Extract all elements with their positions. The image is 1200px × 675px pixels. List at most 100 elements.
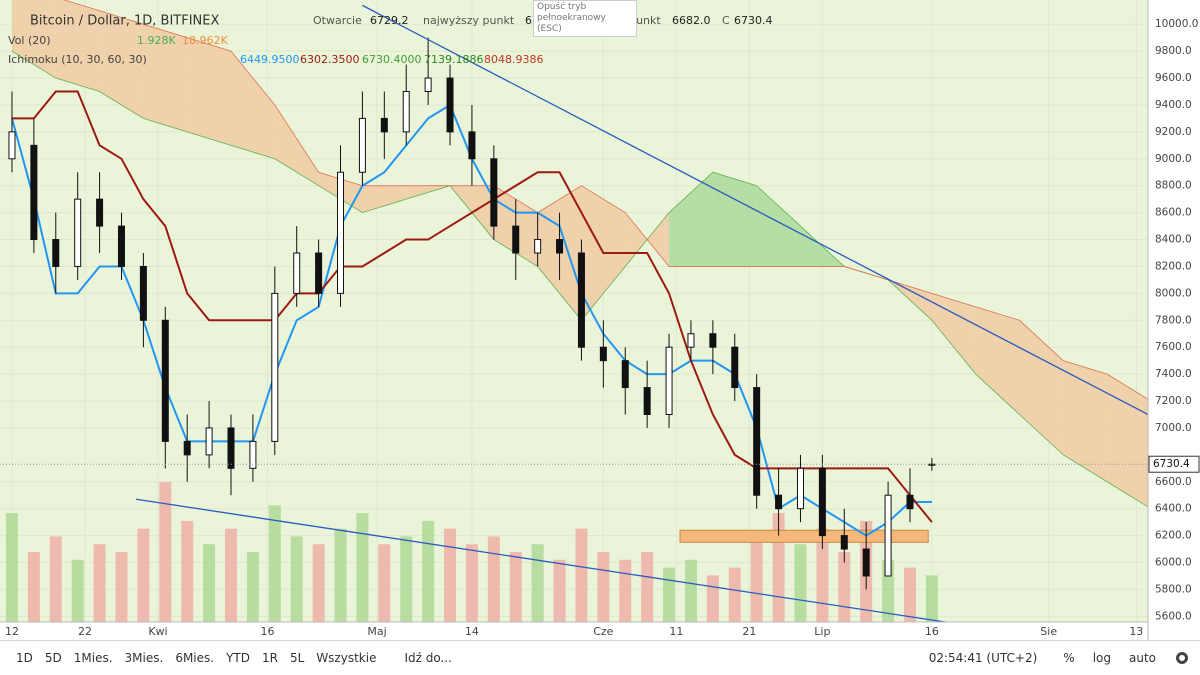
candle-body — [577, 252, 585, 348]
y-tick-label: 9000.0 — [1155, 153, 1192, 165]
x-tick-label: 13 — [1129, 625, 1143, 638]
volume-bar — [509, 552, 522, 622]
symbol: Bitcoin / Dollar, 1D, BITFINEX — [30, 14, 219, 29]
cloud-segment — [712, 172, 757, 267]
range-button[interactable]: 5L — [289, 651, 305, 665]
range-button[interactable]: 1D — [16, 651, 33, 665]
volume-bar — [49, 536, 62, 622]
volume-bar — [159, 482, 172, 622]
candle-body — [884, 494, 892, 577]
x-tick-label: Maj — [367, 625, 386, 638]
volume-bar — [71, 559, 84, 622]
x-tick-label: Sie — [1040, 625, 1057, 638]
ichimoku-value: 6730.4000 — [362, 53, 422, 66]
range-button[interactable]: YTD — [226, 651, 250, 665]
cloud-segment — [931, 293, 976, 375]
range-button[interactable]: Wszystkie — [316, 651, 377, 665]
volume-bar — [465, 544, 478, 622]
cloud-segment — [756, 185, 801, 267]
y-tick-label: 8000.0 — [1155, 287, 1192, 299]
x-tick-label: Cze — [593, 625, 613, 638]
candle-body — [534, 239, 542, 254]
cloud-segment — [975, 306, 1020, 415]
volume-bar — [115, 552, 128, 622]
volume-bar — [903, 567, 916, 622]
candle-body — [337, 171, 345, 294]
goto-button[interactable]: Idź do... — [404, 651, 452, 665]
volume-bar — [444, 528, 457, 622]
clock[interactable]: 02:54:41 (UTC+2) — [928, 651, 1038, 665]
plot-layer — [0, 0, 1148, 622]
candle-body — [96, 198, 104, 227]
settings-icon[interactable] — [1176, 652, 1188, 664]
option-button[interactable]: log — [1092, 651, 1111, 665]
x-tick-label: 14 — [465, 625, 479, 638]
y-tick-label: 8200.0 — [1155, 260, 1192, 272]
y-tick-label: 9600.0 — [1155, 72, 1192, 84]
trend-line — [135, 498, 950, 622]
range-button[interactable]: 3Mies. — [124, 651, 164, 665]
volume-bar — [531, 544, 544, 622]
price-axis — [1148, 0, 1200, 640]
range-button[interactable]: 1Mies. — [73, 651, 113, 665]
ichimoku-value: 7139.1886 — [424, 53, 484, 66]
volume-bar — [137, 528, 150, 622]
volume-bar — [750, 536, 763, 622]
x-tick-label: 22 — [78, 625, 92, 638]
candle-body — [796, 467, 804, 510]
y-tick-label: 9800.0 — [1155, 45, 1192, 57]
x-tick-label: 16 — [925, 625, 939, 638]
x-tick-label: 12 — [5, 625, 19, 638]
candle-body — [271, 292, 279, 442]
volume-bar — [684, 559, 697, 622]
candle-body — [315, 252, 323, 294]
candle-body — [490, 158, 498, 227]
cloud-line — [63, 0, 1148, 400]
vol-ma-value: 18.962K — [182, 34, 228, 47]
range-button[interactable]: 6Mies. — [175, 651, 215, 665]
candle-body — [818, 467, 826, 537]
y-tick-label: 7400.0 — [1155, 368, 1192, 380]
open-label: Otwarcie — [313, 14, 362, 27]
candle-body — [468, 131, 476, 160]
volume-bar — [663, 567, 676, 622]
candle-body — [293, 252, 301, 294]
candle-body — [227, 427, 235, 469]
y-tick-label: 7600.0 — [1155, 341, 1192, 353]
volume-bar — [334, 528, 347, 622]
ichimoku-label: Ichimoku (10, 30, 60, 30) — [8, 53, 147, 66]
volume-bar — [356, 513, 369, 622]
y-tick-label: 6000.0 — [1155, 557, 1192, 569]
cloud-segment — [11, 0, 56, 79]
candle-body — [840, 535, 848, 550]
x-tick-label: Lip — [814, 625, 830, 638]
range-button[interactable]: 1R — [262, 651, 278, 665]
option-button[interactable]: auto — [1128, 651, 1156, 665]
x-tick-label: Kwi — [148, 625, 167, 638]
candle-body — [402, 91, 410, 133]
x-tick-label: 21 — [742, 625, 756, 638]
x-tick-label: 11 — [669, 625, 683, 638]
high-label: najwyższy punkt — [423, 14, 515, 27]
candle-body — [380, 117, 388, 133]
y-tick-label: 9400.0 — [1155, 99, 1192, 111]
volume-bar — [422, 520, 435, 622]
volume-bar — [378, 544, 391, 622]
candle-body — [74, 198, 82, 267]
volume-bar — [816, 528, 829, 622]
candle-body — [621, 360, 629, 389]
volume-bar — [225, 528, 238, 622]
cloud-segment — [362, 185, 407, 213]
y-tick-label: 6400.0 — [1155, 503, 1192, 515]
y-tick-label: 8400.0 — [1155, 234, 1192, 246]
volume-bar — [290, 536, 303, 622]
candle-body — [687, 333, 695, 348]
option-button[interactable]: % — [1063, 651, 1075, 665]
volume-bar — [794, 544, 807, 622]
ichimoku-value: 8048.9386 — [484, 53, 544, 66]
cloud-segment — [669, 172, 713, 267]
volume-bar — [203, 544, 216, 622]
candle-body — [30, 144, 38, 241]
range-button[interactable]: 5D — [44, 651, 62, 665]
trend-line — [362, 4, 1148, 416]
